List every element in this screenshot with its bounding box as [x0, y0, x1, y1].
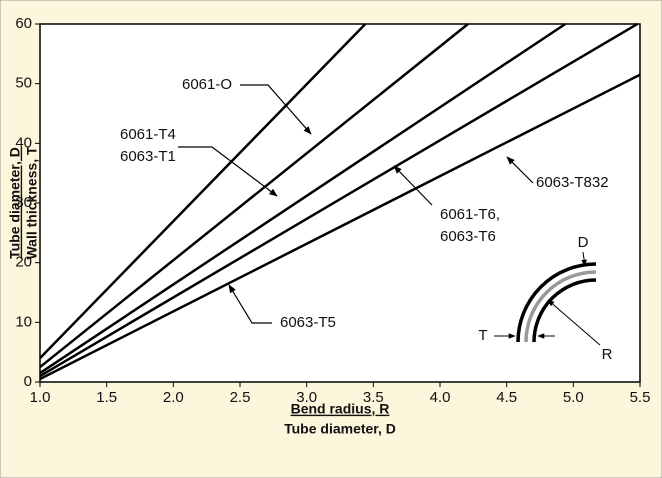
inset-label: T: [478, 327, 487, 344]
x-tick-label: 1.5: [96, 389, 117, 406]
x-tick-label: 2.5: [230, 389, 251, 406]
x-tick-label: 1.0: [30, 389, 51, 406]
line: [39, 22, 567, 375]
x-tick-label: 3.0: [296, 389, 317, 406]
x-tick-label: 4.0: [430, 389, 451, 406]
line: [39, 23, 469, 369]
y-tick-label: 40: [15, 134, 32, 151]
x-tick-label: 3.5: [363, 389, 384, 406]
annotation: 6063-T5: [280, 314, 336, 331]
x-axis-title: Bend radius, R: [291, 401, 390, 417]
y-tick-label: 20: [15, 254, 32, 271]
y-axis-title: Tube diameter, D: [7, 147, 23, 259]
bend-diagram: [494, 251, 601, 346]
annotation: 6061-T6,: [440, 206, 500, 223]
leader-line: [240, 84, 312, 135]
annotation: 6063-T6: [440, 228, 496, 245]
y-tick-label: 0: [24, 373, 32, 390]
x-tick-label: 5.5: [630, 389, 651, 406]
y-tick-label: 10: [15, 313, 32, 330]
x-tick-label: 2.0: [163, 389, 184, 406]
x-tick-label: 4.5: [496, 389, 517, 406]
leader-line: [506, 156, 534, 184]
y-axis-title: Wall thickness, T: [24, 146, 40, 260]
y-tick-label: 60: [15, 15, 32, 32]
annotation: 6061-T4: [120, 126, 176, 143]
leader-line: [393, 165, 433, 206]
annotation: 6063-T832: [536, 174, 609, 191]
inset-label: R: [602, 346, 613, 363]
y-tick-label: 50: [15, 75, 32, 92]
x-tick-label: 5.0: [563, 389, 584, 406]
leader-line: [178, 146, 278, 197]
inset-label: D: [578, 234, 589, 251]
line: [39, 22, 638, 378]
annotation: 6061-O: [182, 76, 232, 93]
line: [39, 73, 641, 381]
y-tick-label: 30: [15, 194, 32, 211]
x-axis-title: Tube diameter, D: [284, 421, 396, 437]
annotation: 6063-T1: [120, 148, 176, 165]
plot-area: [39, 23, 641, 383]
leader-line: [228, 284, 272, 324]
line: [39, 23, 367, 360]
